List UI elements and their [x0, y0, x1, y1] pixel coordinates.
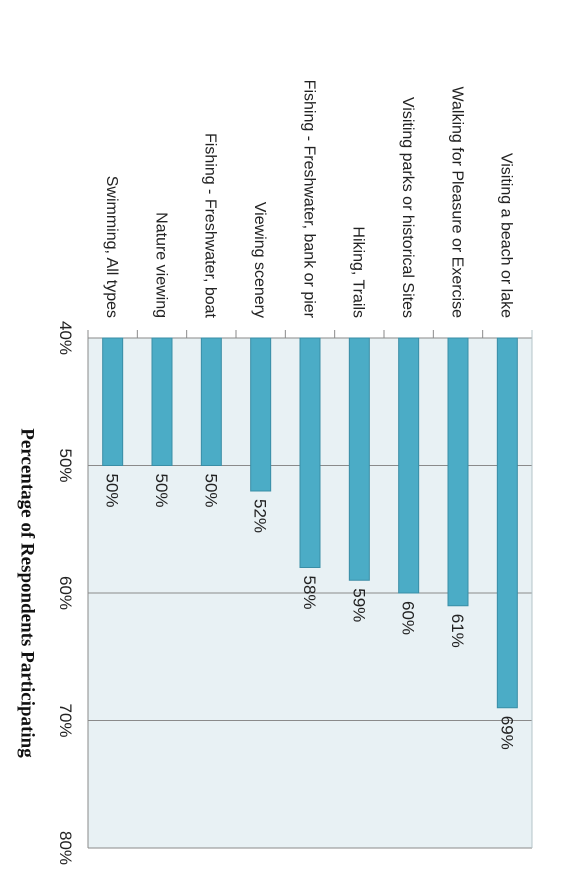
- bar: [299, 337, 321, 568]
- category-label: Fishing - Freshwater, boat: [202, 133, 219, 319]
- bar: [496, 337, 518, 709]
- value-axis-title: Percentage of Respondents Participating: [16, 428, 37, 758]
- category-label: Visiting a beach or lake: [498, 153, 515, 318]
- bar-value-label: 50%: [152, 474, 171, 508]
- category-label: Visiting parks or historical Sites: [399, 97, 416, 318]
- bar: [151, 337, 173, 466]
- bar: [200, 337, 222, 466]
- bar-value-label: 50%: [103, 474, 122, 508]
- category-label: Swimming, All types: [103, 176, 120, 318]
- category-label: Nature viewing: [152, 212, 169, 318]
- value-tick-label: 60%: [56, 576, 75, 610]
- bar: [250, 337, 272, 492]
- category-label: Walking for Pleasure or Exercise: [448, 87, 465, 319]
- bar: [348, 337, 370, 581]
- category-labels: Visiting a beach or lake Walking for Plea…: [103, 80, 515, 319]
- category-label: Viewing scenery: [251, 202, 268, 318]
- data-labels: 69% 61% 60% 59% 58% 52% 50% 50% 50%: [103, 474, 517, 750]
- bar-value-label: 69%: [497, 716, 516, 750]
- value-tick-label: 70%: [56, 703, 75, 737]
- value-tick-label: 50%: [56, 448, 75, 482]
- bar-value-label: 60%: [399, 601, 418, 635]
- bar: [447, 337, 469, 607]
- value-tick-label: 80%: [56, 831, 75, 865]
- value-axis-ticks: 40% 50% 60% 70% 80%: [56, 321, 75, 865]
- category-label: Hiking, Trails: [350, 226, 367, 318]
- bar-value-label: 59%: [349, 588, 368, 622]
- category-label: Fishing - Freshwater, bank or pier: [300, 80, 317, 319]
- bar-value-label: 58%: [300, 576, 319, 610]
- bars: [102, 337, 518, 709]
- bar-value-label: 61%: [448, 614, 467, 648]
- bar: [102, 337, 124, 466]
- value-tick-label: 40%: [56, 321, 75, 355]
- bar-value-label: 50%: [201, 474, 220, 508]
- bar: [398, 337, 420, 594]
- bar-value-label: 52%: [251, 499, 270, 533]
